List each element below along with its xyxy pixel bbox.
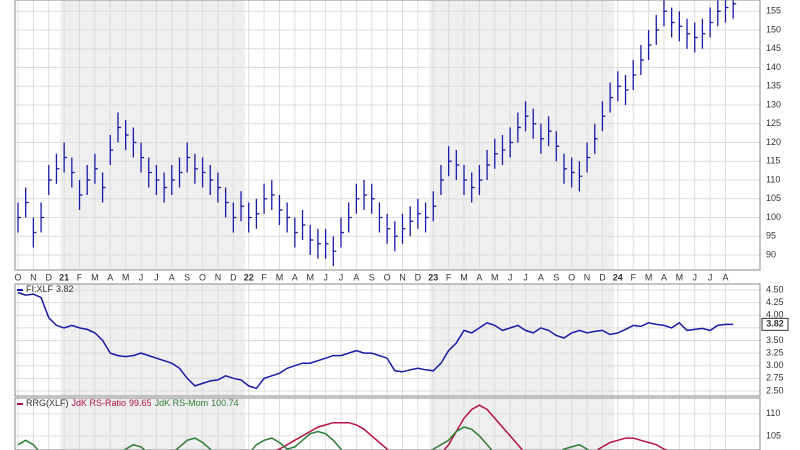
y-tick-label: 90 [766,249,776,259]
y-tick-label: 110 [766,174,780,184]
x-tick-label: D [46,272,53,282]
x-tick-label: S [369,272,375,282]
year-shade [60,284,245,396]
x-tick-label: A [169,272,175,282]
y-tick-label: 140 [766,62,781,72]
y-tick-label: 3.50 [766,335,784,345]
x-tick-label: O [384,272,391,282]
line [17,426,591,450]
x-tick-label: M [676,272,684,282]
x-tick-label: F [630,272,636,282]
year-shade [429,398,614,450]
y-tick-label: 4.00 [766,310,784,320]
x-tick-label: F [77,272,83,282]
line [17,291,734,390]
x-tick-label: A [661,272,667,282]
legend-name: JdK RS-Mom [155,398,209,408]
y-tick-label: 120 [766,137,781,147]
x-tick-label: 24 [613,272,623,282]
y-tick-label: 130 [766,99,781,109]
legend-name: FI:XLF [26,284,54,294]
y-tick-label: 135 [766,81,781,91]
x-tick-label: A [353,272,359,282]
x-tick-label: N [584,272,591,282]
year-shade [60,398,245,450]
x-tick-label: A [476,272,482,282]
y-tick-label: 150 [766,24,781,34]
y-tick-label: 95 [766,231,776,241]
x-tick-label: S [184,272,190,282]
x-tick-label: J [323,272,328,282]
last-value-box [761,317,789,331]
x-tick-label: O [199,272,206,282]
x-tick-label: M [122,272,130,282]
panel-border [14,283,761,397]
x-tick-label: F [446,272,452,282]
y-tick-label: 145 [766,43,781,53]
x-tick-label: M [460,272,468,282]
x-tick-label: N [399,272,406,282]
x-tick-label: J [523,272,528,282]
x-tick-label: J [154,272,159,282]
x-tick-label: D [230,272,237,282]
y-tick-label: 105 [766,193,781,203]
x-tick-label: M [645,272,653,282]
x-tick-label: 21 [59,272,69,282]
x-tick-label: F [261,272,267,282]
x-tick-label: 22 [244,272,254,282]
x-tick-label: M [491,272,499,282]
x-tick-label: O [568,272,575,282]
last-value: 3.82 [766,319,784,329]
x-tick-label: A [722,272,728,282]
x-tick-label: J [508,272,513,282]
y-tick-label: 2.50 [766,385,784,395]
legend-value: 99.65 [129,398,152,408]
y-tick-label: 110 [766,408,780,418]
legend: RRG(XLF) JdK RS-Ratio 99.65 JdK RS-Mom 100.7… [26,398,239,408]
line [273,404,670,450]
x-tick-label: M [276,272,284,282]
x-tick-label: J [139,272,144,282]
x-tick-label: N [215,272,222,282]
y-tick-label: 105 [766,430,781,440]
x-tick-label: S [553,272,559,282]
x-tick-label: J [692,272,697,282]
y-tick-label: 125 [766,118,781,128]
panel-border [14,397,761,450]
x-tick-label: D [415,272,422,282]
x-tick-label: N [30,272,37,282]
x-tick-label: M [91,272,99,282]
x-tick-label: D [599,272,606,282]
y-tick-label: 3.00 [766,360,784,370]
x-tick-label: A [292,272,298,282]
x-tick-label: M [306,272,314,282]
y-tick-label: 115 [766,156,780,166]
x-tick-label: J [708,272,713,282]
panel [15,284,760,396]
x-tick-label: 23 [428,272,438,282]
legend-name: JdK RS-Ratio [72,398,127,408]
y-tick-label: 100 [766,212,781,222]
panel-border [14,0,761,271]
legend-value: 100.74 [211,398,239,408]
year-shade [60,0,245,270]
y-tick-label: 4.25 [766,297,784,307]
legend: FI:XLF 3.82 [26,284,74,294]
y-tick-label: 155 [766,6,781,16]
panel [15,398,760,450]
x-tick-label: A [107,272,113,282]
y-tick-label: 2.75 [766,373,784,383]
y-tick-label: 4.50 [766,284,784,294]
year-shade [429,284,614,396]
y-tick-label: 3.25 [766,347,784,357]
x-tick-label: O [14,272,21,282]
x-tick-label: J [339,272,344,282]
legend-value: 3.82 [56,284,74,294]
panel [15,0,760,270]
x-tick-label: A [538,272,544,282]
legend-title: RRG(XLF) [26,398,69,408]
year-shade [429,0,614,270]
